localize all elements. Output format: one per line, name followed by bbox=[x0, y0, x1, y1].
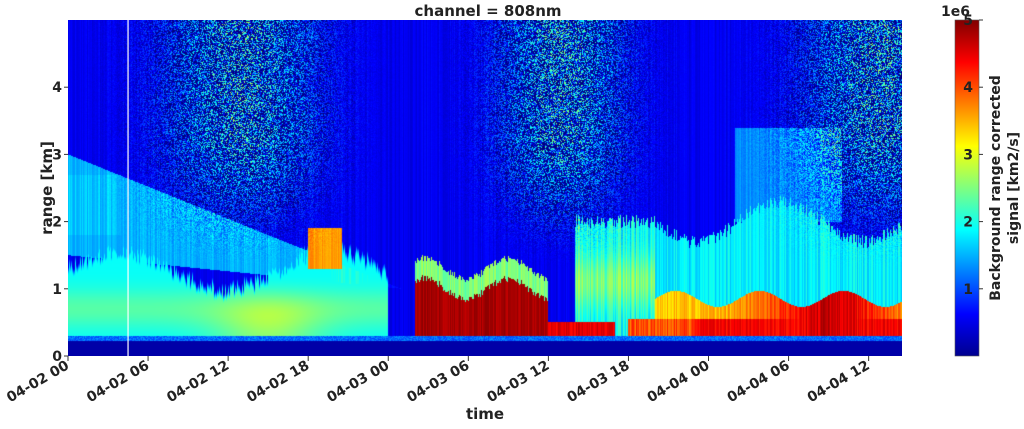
colorbar-tick-label: 3 bbox=[963, 147, 973, 163]
x-axis-label: time bbox=[466, 405, 504, 423]
y-tick-label: 4 bbox=[52, 80, 62, 96]
x-tick-label: 04-03 00 bbox=[324, 357, 392, 406]
y-tick-label: 1 bbox=[52, 282, 62, 298]
colorbar-label-line2: signal [km2/s] bbox=[1006, 132, 1022, 244]
x-tick-label: 04-04 06 bbox=[725, 358, 793, 406]
heatmap-image bbox=[68, 20, 902, 356]
colorbar-tick-label: 2 bbox=[963, 215, 973, 231]
y-tick-label: 0 bbox=[52, 349, 62, 365]
x-tick-label: 04-04 00 bbox=[645, 357, 713, 406]
x-tick-label: 04-04 12 bbox=[805, 358, 873, 406]
colorbar-tick-label: 1 bbox=[963, 282, 973, 298]
x-tick-label: 04-03 12 bbox=[485, 358, 553, 406]
colorbar-label-line1: Background range corrected bbox=[988, 75, 1004, 301]
x-tick-label: 04-03 06 bbox=[404, 358, 472, 406]
x-tick-label: 04-02 18 bbox=[244, 358, 312, 406]
y-axis-label: range [km] bbox=[38, 141, 56, 235]
x-tick-label: 04-02 00 bbox=[4, 357, 72, 406]
chart-title: channel = 808nm bbox=[415, 2, 562, 20]
x-tick-label: 04-02 12 bbox=[164, 358, 232, 406]
x-tick-label: 04-02 06 bbox=[84, 358, 152, 406]
x-axis: 04-02 00 04-02 06 04-02 12 04-02 18 04-03 00… bbox=[4, 356, 873, 406]
x-tick-label: 04-03 18 bbox=[565, 358, 633, 406]
colorbar-tick-label: 5 bbox=[963, 13, 973, 29]
colorbar bbox=[955, 20, 979, 356]
colorbar-tick-label: 4 bbox=[963, 80, 973, 96]
